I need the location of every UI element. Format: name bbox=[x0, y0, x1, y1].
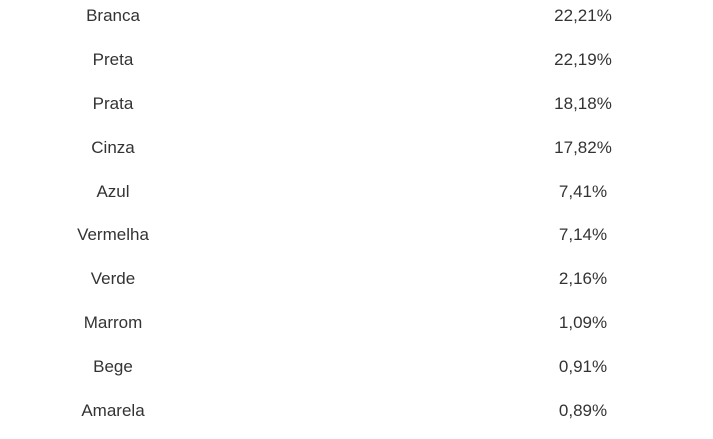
percentage-cell: 22,19% bbox=[554, 49, 612, 69]
table-row: Verde 2,16% bbox=[0, 257, 713, 302]
table-row: Marrom 1,09% bbox=[0, 301, 713, 346]
color-name-cell: Bege bbox=[93, 357, 133, 377]
percentage-cell: 0,91% bbox=[558, 357, 608, 377]
percentage-cell: 2,16% bbox=[558, 269, 608, 289]
table-row: Vermelha 7,14% bbox=[0, 213, 713, 258]
color-name-cell: Prata bbox=[92, 93, 134, 113]
table-row: Amarela 0,89% bbox=[0, 389, 713, 433]
table-row: Preta 22,19% bbox=[0, 37, 713, 82]
color-name-cell: Cinza bbox=[91, 137, 135, 157]
color-name-cell: Branca bbox=[86, 5, 140, 25]
color-name-cell: Preta bbox=[92, 49, 134, 69]
percentage-cell: 1,09% bbox=[558, 313, 608, 333]
table-row: Branca 22,21% bbox=[0, 0, 713, 38]
color-name-cell: Verde bbox=[90, 269, 136, 289]
color-name-cell: Marrom bbox=[83, 313, 143, 333]
percentage-cell: 18,18% bbox=[554, 93, 612, 113]
percentage-cell: 7,41% bbox=[558, 181, 608, 201]
table-row: Azul 7,41% bbox=[0, 169, 713, 214]
table-row: Cinza 17,82% bbox=[0, 125, 713, 170]
percentage-cell: 17,82% bbox=[554, 137, 612, 157]
color-name-cell: Azul bbox=[96, 181, 130, 201]
percentage-cell: 7,14% bbox=[558, 225, 608, 245]
color-name-cell: Amarela bbox=[81, 400, 145, 420]
percentage-cell: 0,89% bbox=[558, 400, 608, 420]
table-row: Bege 0,91% bbox=[0, 345, 713, 390]
percentage-cell: 22,21% bbox=[554, 5, 612, 25]
table-row: Prata 18,18% bbox=[0, 81, 713, 126]
color-name-cell: Vermelha bbox=[77, 225, 149, 245]
